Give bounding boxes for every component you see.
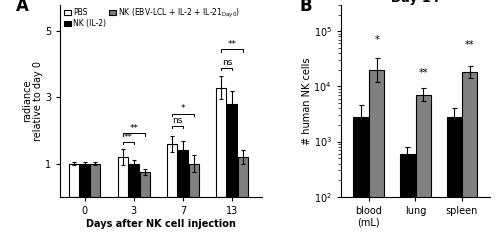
Text: ns: ns (222, 58, 232, 67)
Bar (370, 70, 384, 240)
Bar (400, 154, 415, 240)
Text: **: ** (465, 40, 474, 50)
Bar (90, 164, 101, 197)
Y-axis label: # human NK cells: # human NK cells (302, 57, 312, 144)
Bar (446, 117, 462, 240)
Text: ns: ns (172, 116, 183, 125)
Y-axis label: radiance
relative to day 0: radiance relative to day 0 (22, 61, 44, 141)
Bar (69, 164, 79, 197)
Bar (168, 144, 177, 197)
Bar (140, 172, 149, 197)
Text: **: ** (228, 40, 237, 49)
Text: A: A (16, 0, 28, 15)
Legend: PBS, NK (IL-2), NK (EBV-LCL + IL-2 + IL-21$_{\mathregular{Day0}}$): PBS, NK (IL-2), NK (EBV-LCL + IL-2 + IL-… (64, 7, 240, 28)
Text: **: ** (124, 132, 133, 142)
Title: Day 14: Day 14 (391, 0, 440, 5)
Bar (216, 88, 226, 197)
Text: *: * (181, 104, 186, 113)
Bar (178, 150, 188, 197)
Bar (80, 164, 90, 197)
Text: **: ** (130, 124, 138, 132)
Bar (189, 164, 199, 197)
Bar (462, 72, 477, 240)
Bar (228, 104, 237, 197)
Bar (118, 157, 128, 197)
Bar (129, 164, 139, 197)
Text: *: * (374, 36, 379, 46)
Bar (238, 157, 248, 197)
Text: **: ** (418, 68, 428, 78)
Bar (354, 117, 368, 240)
X-axis label: Days after NK cell injection: Days after NK cell injection (86, 219, 236, 229)
Bar (416, 95, 431, 240)
Text: B: B (299, 0, 312, 15)
